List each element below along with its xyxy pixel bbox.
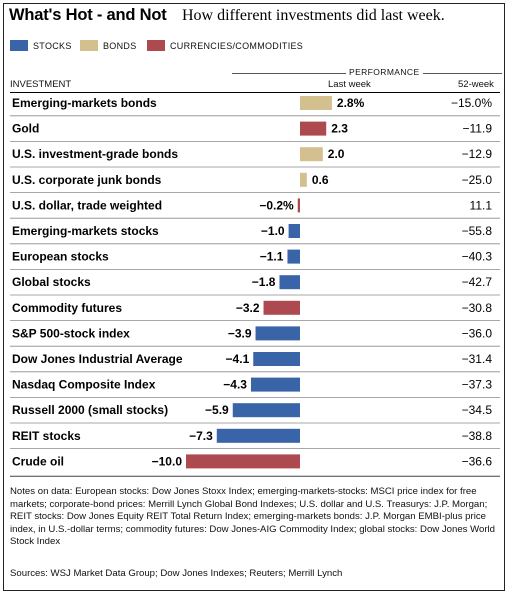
value-label: 0.6 [312,173,329,187]
legend-label-bonds: BONDS [103,40,137,51]
week52-value: −37.3 [462,378,493,392]
row-label: S&P 500-stock index [12,326,130,340]
value-label: −1.1 [260,250,284,264]
bar [300,96,332,110]
value-label: −7.3 [189,429,213,443]
row-label: Global stocks [12,275,91,289]
bar [232,403,300,418]
chart-frame [3,3,505,591]
bar [263,300,300,315]
value-label: −10.0 [152,454,183,468]
week52-value: −40.3 [462,250,493,264]
value-label: −3.2 [236,301,260,315]
row-label: Gold [12,122,39,136]
value-label: −1.0 [261,224,285,238]
bar [297,198,300,213]
row-label: Russell 2000 (small stocks) [12,403,168,417]
bar [186,454,300,469]
bar [300,121,327,136]
row-label: Crude oil [12,454,64,468]
week52-value: 11.1 [470,198,493,212]
week52-value: −31.4 [462,352,493,366]
value-label: 2.3 [331,122,348,136]
legend-item-bonds: BONDS [80,40,137,51]
bar [279,275,300,290]
bar [300,172,307,187]
data-notes: Notes on data: European stocks: Dow Jone… [10,486,496,548]
value-label: 2.0 [328,147,345,161]
legend-swatch-currencies [147,40,165,51]
row-label: Dow Jones Industrial Average [12,352,183,366]
row-label: Emerging-markets bonds [12,96,157,110]
week52-value: −12.9 [462,147,493,161]
bar [253,352,300,366]
bar [287,249,300,264]
week52-value: −34.5 [462,403,493,417]
week52-value: −30.8 [462,301,493,315]
sources-note: Sources: WSJ Market Data Group; Dow Jone… [10,568,343,579]
bar [300,147,323,162]
value-label: −3.9 [228,326,252,340]
legend-item-stocks: STOCKS [10,40,72,51]
legend-swatch-bonds [80,40,98,51]
week52-header: 52-week [458,79,494,90]
week52-value: −36.6 [462,454,493,468]
row-label: European stocks [12,250,109,264]
chart-subtitle: How different investments did last week. [182,7,445,24]
week52-value: −25.0 [462,173,493,187]
chart-title: What's Hot - and Not [9,6,167,24]
investment-header: INVESTMENT [10,79,72,90]
bar [216,428,300,443]
bar [288,224,300,238]
value-label: −4.3 [223,378,247,392]
legend-swatch-stocks [10,40,28,51]
value-label: −5.9 [205,403,229,417]
value-label: 2.8% [337,96,365,110]
row-label: U.S. corporate junk bonds [12,173,162,187]
week52-value: −38.8 [462,429,493,443]
row-label: Commodity futures [12,301,122,315]
bar [255,326,300,341]
legend-item-currencies: CURRENCIES/COMMODITIES [147,40,303,51]
week52-value: −42.7 [462,275,493,289]
week52-value: −36.0 [462,326,493,340]
row-label: U.S. investment-grade bonds [12,147,178,161]
week52-value: −11.9 [463,122,493,136]
legend-label-stocks: STOCKS [33,40,72,51]
performance-header: PERFORMANCE [346,67,423,77]
header-rule [10,92,500,93]
value-label: −0.2% [259,198,294,212]
value-label: −4.1 [226,352,250,366]
last-week-header: Last week [328,79,371,90]
row-label: U.S. dollar, trade weighted [12,198,162,212]
row-label: REIT stocks [12,429,81,443]
week52-value: −55.8 [462,224,493,238]
row-label: Emerging-markets stocks [12,224,159,238]
bar [250,377,300,392]
week52-value: −15.0% [451,96,492,110]
row-label: Nasdaq Composite Index [12,378,156,392]
value-label: −1.8 [252,275,276,289]
legend-label-currencies: CURRENCIES/COMMODITIES [170,40,304,51]
